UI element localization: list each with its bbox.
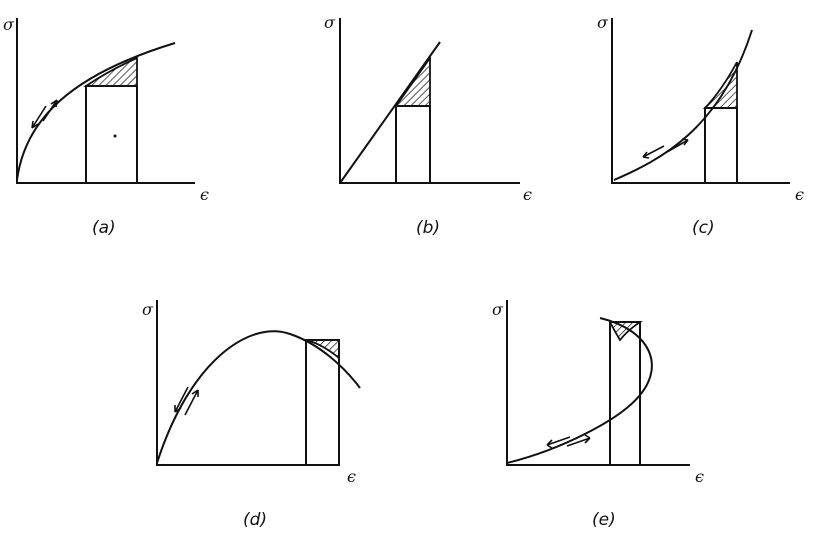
x-label: ϵ: [523, 185, 532, 204]
caption: (a): [92, 218, 116, 238]
arrows: [174, 386, 199, 416]
axes: [16, 18, 195, 184]
y-label: σ: [3, 15, 15, 34]
panel-b: σ ϵ (b): [324, 13, 532, 238]
y-label: σ: [324, 13, 336, 32]
x-label: ϵ: [200, 185, 209, 204]
curve: [506, 317, 653, 464]
arrows: [546, 434, 591, 449]
rectangle: [395, 105, 431, 183]
curve: [156, 330, 361, 464]
caption: (b): [416, 218, 440, 238]
x-label: ϵ: [795, 185, 804, 204]
rectangle: [305, 339, 340, 465]
caption: (e): [592, 510, 616, 530]
caption: (d): [243, 510, 267, 530]
hatch: [608, 321, 643, 342]
panel-d: σ ϵ (d): [142, 300, 361, 530]
rectangle: [609, 321, 641, 465]
panel-a: σ ϵ (a): [3, 15, 209, 238]
axes: [156, 300, 340, 466]
arrows: [31, 99, 58, 129]
x-label: ϵ: [695, 467, 704, 486]
hatch: [702, 61, 738, 109]
x-label: ϵ: [347, 467, 356, 486]
curve: [16, 42, 176, 181]
curve: [613, 29, 753, 181]
y-label: σ: [597, 13, 609, 32]
hatch: [83, 56, 138, 87]
line: [339, 41, 441, 184]
axes: [506, 300, 690, 466]
dot: [113, 134, 117, 138]
arrows: [642, 138, 689, 159]
panel-e: σ ϵ (e): [492, 300, 704, 530]
caption: (c): [692, 218, 715, 238]
rectangle: [85, 85, 138, 183]
y-label: σ: [492, 300, 504, 319]
y-label: σ: [142, 300, 154, 319]
panel-c: σ ϵ (c): [597, 13, 804, 238]
axes: [611, 18, 790, 184]
hatch: [394, 55, 431, 107]
rectangle: [704, 107, 738, 183]
